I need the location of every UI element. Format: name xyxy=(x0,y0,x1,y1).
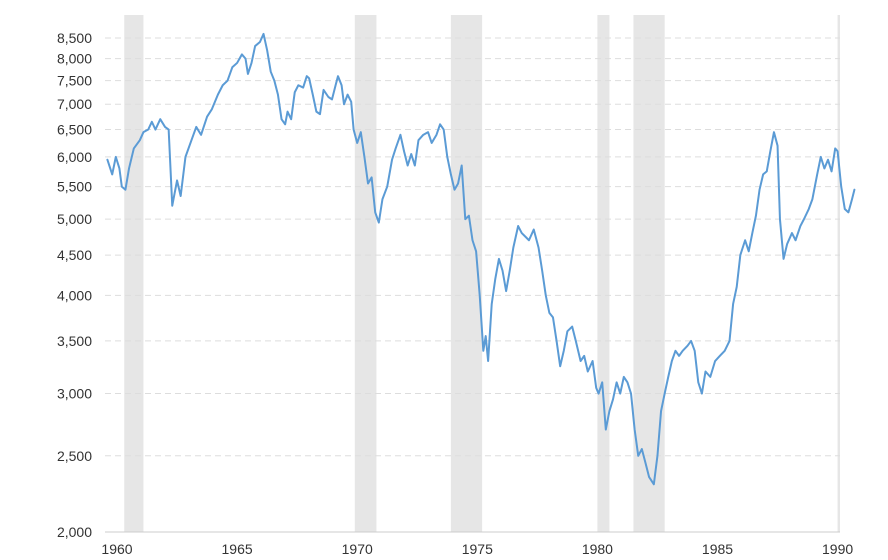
recession-band-3 xyxy=(597,15,610,532)
x-tick-label: 1985 xyxy=(702,541,733,557)
y-axis-tick-labels: 2,000 2,500 3,000 3,500 4,000 4,500 5,000 5,500… xyxy=(57,30,92,540)
y-tick-label: 3,000 xyxy=(57,386,92,402)
x-tick-label: 1990 xyxy=(822,541,853,557)
y-tick-label: 2,500 xyxy=(57,448,92,464)
y-tick-label: 8,500 xyxy=(57,30,92,46)
x-axis-tick-labels: 1960 1965 1970 1975 1980 1985 1990 xyxy=(101,541,853,557)
y-tick-label: 7,500 xyxy=(57,73,92,89)
x-tick-label: 1960 xyxy=(101,541,132,557)
x-tick-label: 1975 xyxy=(462,541,493,557)
series-group xyxy=(106,32,856,486)
y-tick-label: 6,500 xyxy=(57,122,92,138)
y-tick-label: 3,500 xyxy=(57,333,92,349)
recession-band-5 xyxy=(837,15,840,532)
recession-band-4 xyxy=(633,15,665,532)
y-tick-label: 4,000 xyxy=(57,287,92,303)
y-tick-label: 6,000 xyxy=(57,149,92,165)
y-tick-label: 2,000 xyxy=(57,524,92,540)
y-tick-label: 5,000 xyxy=(57,211,92,227)
recession-band-0 xyxy=(124,15,144,532)
x-tick-label: 1980 xyxy=(582,541,613,557)
series-line-0 xyxy=(106,32,856,486)
y-tick-label: 4,500 xyxy=(57,247,92,263)
y-tick-label: 8,000 xyxy=(57,51,92,67)
y-tick-label: 7,000 xyxy=(57,96,92,112)
recession-band-2 xyxy=(450,15,483,532)
recession-bands xyxy=(124,15,840,532)
x-tick-label: 1965 xyxy=(222,541,253,557)
x-tick-label: 1970 xyxy=(342,541,373,557)
recession-band-1 xyxy=(354,15,377,532)
y-tick-label: 5,500 xyxy=(57,179,92,195)
